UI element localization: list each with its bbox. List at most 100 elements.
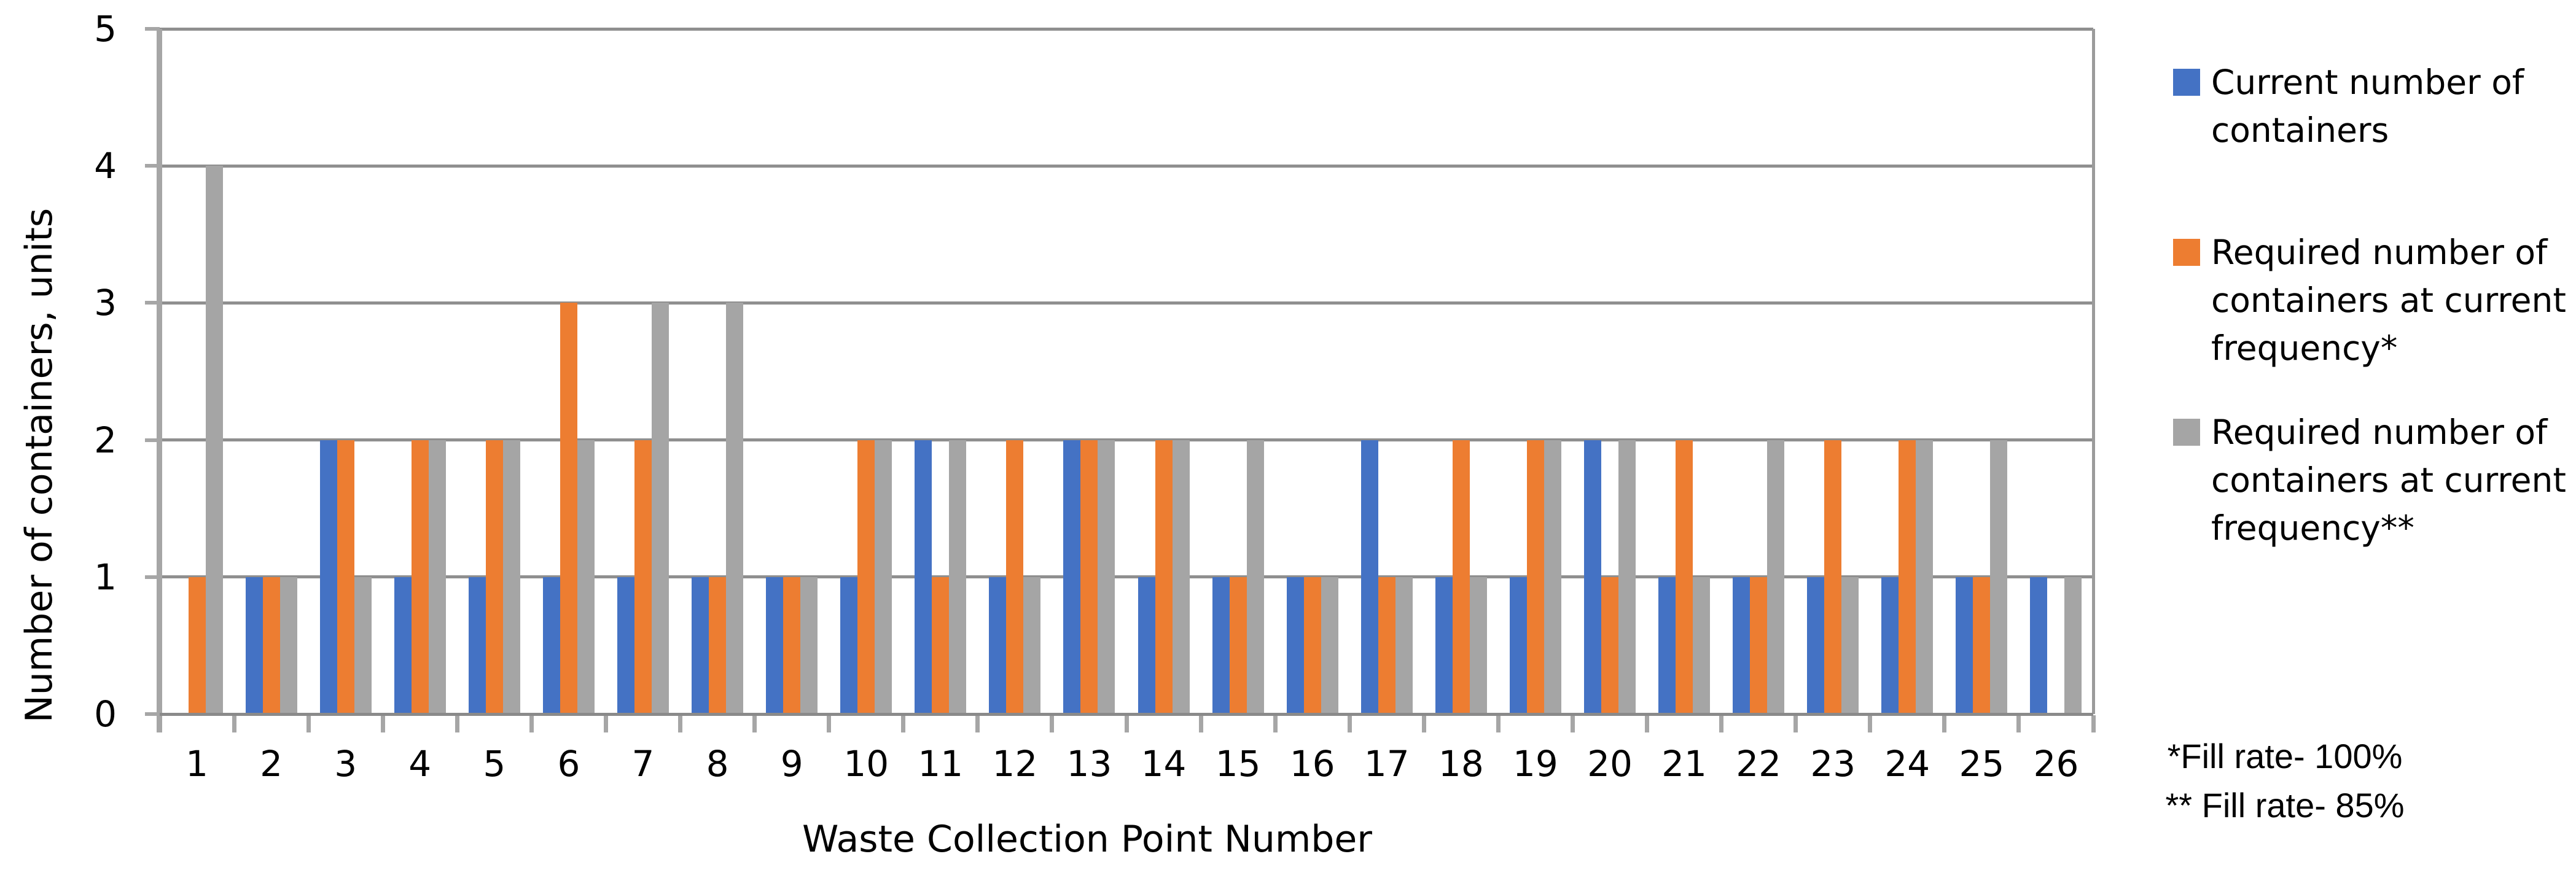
x-tick-label: 24 bbox=[1884, 743, 1930, 785]
bar-required-100-point-16 bbox=[1303, 577, 1321, 714]
bar-required-85-point-16 bbox=[1321, 577, 1338, 714]
bar-required-85-point-2 bbox=[279, 577, 297, 714]
bar-required-100-point-23 bbox=[1824, 440, 1842, 714]
x-axis-title: Waste Collection Point Number bbox=[802, 818, 1372, 861]
y-tick-label: 1 bbox=[94, 556, 117, 598]
legend-swatch-current bbox=[2173, 69, 2200, 96]
x-tick-label: 12 bbox=[992, 743, 1038, 785]
legend-entry: Required number of containers at current f… bbox=[2173, 408, 2566, 552]
x-axis-tick bbox=[1050, 715, 1055, 732]
x-tick-label: 2 bbox=[260, 743, 283, 785]
bar-current-point-20 bbox=[1584, 440, 1601, 714]
bar-required-100-point-4 bbox=[411, 440, 429, 714]
legend-label-line: Required number of bbox=[2211, 233, 2548, 272]
legend-label: Required number of containers at current f… bbox=[2211, 408, 2566, 552]
legend-label: Required number of containers at current f… bbox=[2211, 228, 2566, 372]
legend-label-line: containers bbox=[2211, 111, 2389, 150]
bar-required-100-point-12 bbox=[1006, 440, 1024, 714]
bar-required-85-point-12 bbox=[1023, 577, 1041, 714]
x-axis-tick bbox=[232, 715, 236, 732]
x-tick-label: 18 bbox=[1438, 743, 1484, 785]
x-axis-tick bbox=[1868, 715, 1873, 732]
footnote-fill-rate-100: *Fill rate- 100% bbox=[2167, 737, 2403, 775]
x-tick-label: 21 bbox=[1661, 743, 1707, 785]
x-axis-tick bbox=[529, 715, 534, 732]
x-tick-label: 15 bbox=[1215, 743, 1261, 785]
x-axis-tick bbox=[1273, 715, 1278, 732]
y-tick-label: 3 bbox=[94, 282, 117, 324]
x-axis-tick bbox=[2016, 715, 2021, 732]
bar-current-point-5 bbox=[468, 577, 486, 714]
x-tick-label: 4 bbox=[408, 743, 432, 785]
bar-required-100-point-1 bbox=[188, 577, 206, 714]
x-axis-tick bbox=[1793, 715, 1798, 732]
y-axis-tick bbox=[145, 27, 160, 31]
bar-required-85-point-20 bbox=[1618, 440, 1636, 714]
x-axis-tick bbox=[901, 715, 906, 732]
bar-required-100-point-6 bbox=[560, 303, 577, 714]
bar-required-100-point-10 bbox=[857, 440, 875, 714]
legend-entry: Current number of containers bbox=[2173, 58, 2524, 154]
bar-current-point-13 bbox=[1063, 440, 1081, 714]
x-tick-label: 11 bbox=[918, 743, 964, 785]
x-tick-label: 19 bbox=[1513, 743, 1558, 785]
bar-required-85-point-11 bbox=[949, 440, 967, 714]
bar-required-100-point-22 bbox=[1750, 577, 1768, 714]
x-tick-label: 23 bbox=[1810, 743, 1856, 785]
x-tick-label: 5 bbox=[483, 743, 506, 785]
bar-required-100-point-14 bbox=[1155, 440, 1173, 714]
x-axis-tick bbox=[1645, 715, 1650, 732]
bar-required-85-point-9 bbox=[800, 577, 818, 714]
legend-swatch-required-100 bbox=[2173, 239, 2200, 266]
bar-current-point-11 bbox=[915, 440, 932, 714]
bar-required-85-point-1 bbox=[205, 166, 223, 714]
bar-current-point-18 bbox=[1435, 577, 1453, 714]
y-axis-tick bbox=[145, 712, 160, 716]
x-tick-label: 1 bbox=[185, 743, 208, 785]
x-tick-label: 9 bbox=[780, 743, 803, 785]
bar-required-85-point-4 bbox=[428, 440, 446, 714]
bar-required-100-point-17 bbox=[1378, 577, 1395, 714]
bar-required-100-point-9 bbox=[783, 577, 801, 714]
x-axis-tick bbox=[306, 715, 311, 732]
bar-required-85-point-24 bbox=[1916, 440, 1934, 714]
x-axis-tick bbox=[752, 715, 757, 732]
x-axis-tick bbox=[975, 715, 980, 732]
x-axis-line bbox=[160, 712, 2093, 716]
x-axis-tick bbox=[678, 715, 683, 732]
x-axis-tick bbox=[1198, 715, 1203, 732]
bar-required-100-point-13 bbox=[1080, 440, 1098, 714]
bar-current-point-15 bbox=[1212, 577, 1230, 714]
bar-required-100-point-11 bbox=[932, 577, 950, 714]
x-tick-label: 7 bbox=[631, 743, 655, 785]
legend: Current number of containers Required numb… bbox=[2168, 0, 2576, 614]
x-tick-label: 17 bbox=[1364, 743, 1410, 785]
bar-current-point-10 bbox=[840, 577, 858, 714]
x-axis-tick bbox=[1942, 715, 1947, 732]
x-tick-label: 22 bbox=[1736, 743, 1782, 785]
bar-current-point-26 bbox=[2030, 577, 2048, 714]
bar-required-85-point-17 bbox=[1395, 577, 1413, 714]
bar-required-100-point-5 bbox=[485, 440, 503, 714]
legend-label-line: containers at current bbox=[2211, 281, 2566, 320]
bar-current-point-25 bbox=[1956, 577, 1973, 714]
bar-required-100-point-15 bbox=[1229, 577, 1247, 714]
bar-current-point-12 bbox=[989, 577, 1007, 714]
x-axis-tick bbox=[1124, 715, 1129, 732]
bar-current-point-3 bbox=[319, 440, 337, 714]
gridline-y-2 bbox=[160, 438, 2093, 442]
bar-current-point-23 bbox=[1807, 577, 1825, 714]
x-axis-tick bbox=[2091, 715, 2096, 732]
bar-required-85-point-23 bbox=[1841, 577, 1859, 714]
x-tick-label: 25 bbox=[1959, 743, 2005, 785]
legend-label-line: Current number of bbox=[2211, 63, 2524, 102]
bar-required-100-point-19 bbox=[1526, 440, 1544, 714]
bar-required-100-point-3 bbox=[337, 440, 354, 714]
x-tick-label: 10 bbox=[843, 743, 889, 785]
bar-required-100-point-8 bbox=[709, 577, 727, 714]
bar-required-85-point-6 bbox=[577, 440, 595, 714]
y-axis-tick bbox=[145, 301, 160, 305]
bar-required-100-point-25 bbox=[1973, 577, 1991, 714]
bar-required-85-point-22 bbox=[1767, 440, 1785, 714]
